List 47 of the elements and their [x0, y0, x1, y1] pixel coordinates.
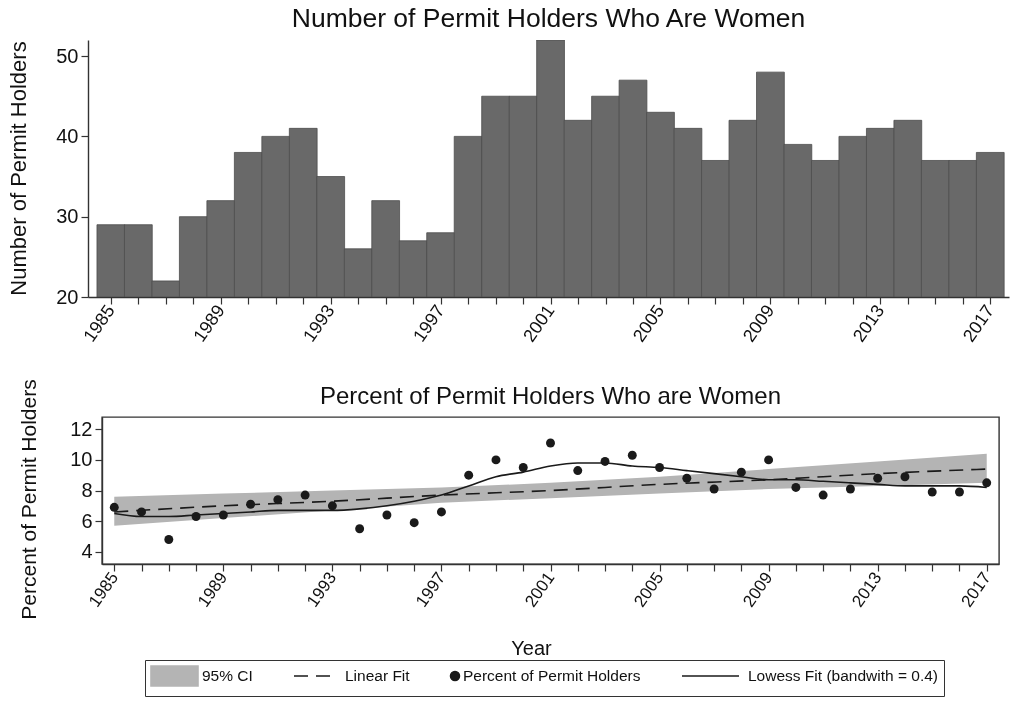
y-tick-label: 8	[81, 479, 93, 501]
point	[409, 518, 419, 528]
chart-title: Number of Permit Holders Who Are Women	[291, 2, 806, 33]
point	[900, 472, 910, 482]
point	[327, 501, 337, 511]
point	[518, 463, 528, 472]
point	[736, 467, 746, 477]
point	[573, 466, 583, 476]
y-tick-label: 12	[70, 417, 93, 440]
point	[982, 478, 992, 488]
point	[355, 524, 365, 534]
y-tick-label: 50	[56, 44, 79, 67]
point	[273, 495, 283, 505]
point	[873, 473, 883, 483]
text: 95% CI	[202, 667, 253, 684]
y-tick-label: 6	[81, 509, 93, 532]
point	[791, 482, 801, 492]
point	[682, 473, 692, 483]
y-tick-label: 40	[56, 124, 79, 147]
point	[546, 438, 555, 448]
y-axis-title: Number of Permit Holders	[5, 41, 31, 296]
point	[764, 455, 774, 465]
point	[627, 450, 637, 460]
point	[818, 490, 828, 500]
y-axis-title: Percent of Permit Holders	[16, 379, 40, 620]
point	[954, 487, 964, 497]
legend-label: Lowess Fit (bandwith = 0.4)	[748, 667, 938, 684]
legend-label: Linear Fit	[345, 667, 411, 684]
chart-title: Percent of Permit Holders Who are Women	[319, 381, 782, 409]
point	[246, 499, 256, 509]
point	[382, 510, 392, 520]
y-tick-label: 10	[70, 448, 93, 471]
point	[491, 455, 501, 465]
point	[927, 487, 937, 497]
point	[436, 507, 446, 517]
x-axis-title: Year	[511, 636, 553, 659]
legend-label: Percent of Permit Holders	[463, 667, 641, 684]
y-tick-label: 4	[81, 540, 93, 563]
y-tick-label: 20	[56, 285, 79, 308]
point	[845, 484, 855, 494]
point	[164, 535, 174, 544]
point	[137, 507, 147, 517]
point	[300, 490, 310, 500]
y-tick-label: 30	[56, 205, 79, 228]
point	[109, 502, 119, 512]
point	[709, 484, 719, 494]
point	[464, 470, 474, 480]
